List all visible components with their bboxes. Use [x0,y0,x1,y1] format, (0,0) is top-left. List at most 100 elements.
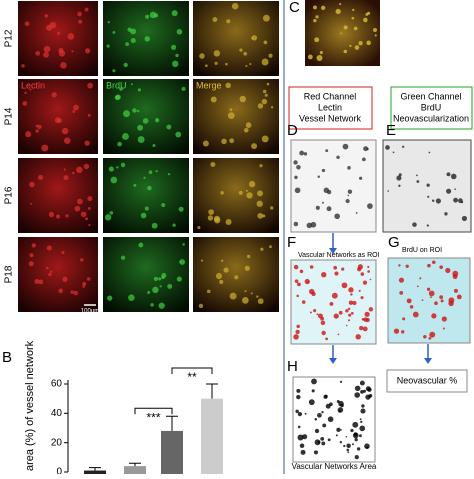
texture [363,17,368,23]
texture [45,266,49,270]
texture [310,221,317,228]
texture [63,175,69,181]
texture [133,183,137,187]
texture [428,151,431,154]
texture [343,49,348,54]
texture [427,263,431,268]
texture [336,155,340,160]
texture [385,145,390,150]
texture [428,290,435,297]
box-text: Red Channel [304,91,357,101]
panel-label: D [287,122,298,139]
texture [175,131,182,138]
texture [172,223,176,227]
texture [350,311,354,315]
texture [293,264,299,270]
texture [80,258,84,262]
texture [398,277,405,283]
texture [67,33,75,40]
texture [46,245,52,251]
texture [182,243,185,246]
texture [214,61,218,65]
texture [416,285,419,288]
texture [398,264,401,267]
texture [349,44,352,48]
texture [256,200,263,207]
caption: Vascular Networks as ROI [298,252,380,259]
texture [327,438,331,442]
texture [345,324,348,327]
texture [50,270,53,273]
texture [297,434,304,441]
texture [181,86,186,91]
texture [352,432,359,439]
texture [405,264,409,268]
texture [245,122,252,128]
texture [35,51,41,56]
texture [427,195,430,198]
texture [249,62,252,66]
texture [245,189,248,192]
texture [171,44,177,50]
texture [72,109,76,113]
texture [299,269,304,274]
texture [362,326,368,332]
texture [342,143,349,150]
texture [301,300,306,304]
texture [175,53,179,58]
texture [270,106,274,109]
texture [106,44,110,48]
texture [426,287,431,291]
texture [434,301,438,306]
texture [167,283,173,289]
texture [57,31,61,35]
texture [398,184,401,188]
texture [297,282,301,287]
texture [51,92,57,98]
texture [107,295,113,301]
texture [256,295,259,298]
texture [320,320,326,326]
texture [137,124,144,131]
texture [359,325,364,331]
texture [138,242,144,248]
texture [147,185,152,191]
texture [306,222,313,229]
texture [219,279,224,285]
texture [374,34,377,37]
texture [72,171,75,175]
texture [294,175,298,180]
texture [327,416,334,423]
texture [348,313,352,317]
texture [387,190,389,192]
micrograph [18,79,98,154]
texture [243,51,248,56]
texture [444,212,448,216]
texture [339,440,343,444]
texture [199,53,205,59]
texture [43,51,49,58]
texture [372,27,378,32]
texture [362,318,365,321]
texture [250,292,253,295]
texture [171,10,178,17]
texture [212,17,218,22]
texture [345,309,349,313]
texture [87,113,91,117]
texture [352,443,354,446]
texture [43,45,51,53]
texture [350,428,354,433]
texture [82,281,87,286]
texture [363,389,367,393]
texture [421,299,424,301]
texture [152,143,156,147]
texture [299,150,305,156]
texture [151,222,158,229]
texture [137,88,142,92]
texture [130,28,137,35]
texture [338,410,341,413]
texture [58,288,63,294]
texture [260,247,264,251]
texture [329,302,334,306]
texture [360,272,365,276]
